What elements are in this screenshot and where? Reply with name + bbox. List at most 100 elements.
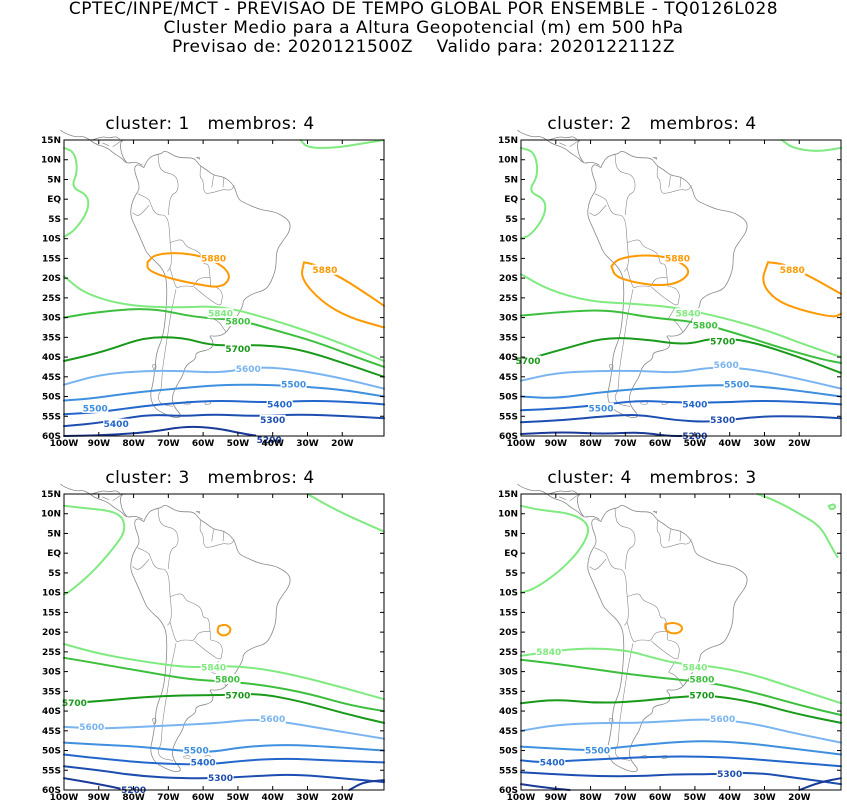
lon-label: 50W [227,439,250,449]
contour-line [780,139,842,152]
contour-label: 5880 [201,254,226,264]
lat-label: 5N [47,530,61,540]
lon-label: 100W [50,793,79,803]
contour-line [520,384,842,399]
geopotential-contours [520,493,842,791]
country-border [679,530,682,542]
lat-label: 45S [42,727,61,737]
contour-label: 5500 [588,404,613,414]
island [151,718,157,725]
country-border [222,530,225,542]
header-title: CPTEC/INPE/MCT - PREVISAO DE TEMPO GLOBA… [68,0,779,19]
country-border [594,193,629,272]
country-border [626,268,668,289]
contour-line [520,273,842,359]
country-border [614,289,634,407]
map-frame [520,493,842,791]
country-border [170,239,212,287]
country-border [594,547,629,626]
contour-labels: 5880 5880 5840 5800 5700 5700 5600 5500 5500 5400… [515,252,806,442]
country-border [102,496,110,501]
contour-line [63,336,385,378]
lon-label: 60W [192,439,215,449]
contour-label: 5800 [693,322,718,332]
lon-label: 90W [545,439,568,449]
lat-label: 15N [41,136,61,146]
contour-label: 5840 [536,648,561,658]
contour-label: 5400 [682,400,707,410]
contour-label: 5300 [710,416,735,426]
lon-label: 60W [649,439,672,449]
island [652,156,658,160]
lon-label: 70W [614,439,637,449]
contour-label-bg [214,674,241,684]
contour-label: 5800 [225,318,250,328]
map-cluster-4: 5840 5840 5800 5700 5600 5500 5400 5300 15N 10N 5N… [498,483,842,803]
lat-label: 40S [42,353,61,363]
lat-label: 5S [505,215,518,225]
contour-line [520,718,842,744]
contour-label-bg [183,745,210,755]
coastline [91,136,120,141]
contour-label: 5500 [724,381,749,391]
contour-line [63,366,385,390]
country-border [668,529,671,542]
country-border [627,593,669,641]
contour-line [348,779,385,791]
lon-label: 70W [157,793,180,803]
lat-label: 20S [499,274,518,284]
contour-line [63,777,128,791]
lat-label: 40S [499,707,518,717]
contour-label-bg [713,359,740,370]
lat-label: 25S [42,648,61,658]
country-border [132,558,150,570]
contour-label: 5300 [260,416,285,426]
lon-label: 30W [296,793,319,803]
contour-line [63,308,385,368]
lat-label: 10S [42,589,61,599]
contour-label-bg [709,335,736,346]
geopotential-contours [63,493,385,791]
contour-line [63,413,385,428]
map-panel-cluster-3: cluster: 3 membros: 4 5840 5800 5700 5700 56… [0,464,420,803]
contour-line [520,771,842,786]
lat-label: 10N [498,510,518,520]
contour-label-bg [688,674,715,684]
coastline [587,505,748,772]
lat-label: 5S [48,215,61,225]
contour-line [63,504,126,596]
country-border [170,593,212,641]
contour-label: 5600 [710,715,735,725]
contour-label: 5600 [260,715,285,725]
contour-line [301,261,385,329]
coastline [60,129,143,166]
lat-label: 60S [42,786,61,796]
country-border [102,142,110,147]
country-border [627,239,669,287]
lon-label: 80W [579,439,602,449]
contour-label: 5840 [201,664,226,674]
lat-label: 5S [48,569,61,579]
lat-label: 30S [499,314,518,324]
lat-label: 35S [499,333,518,343]
contour-label: 5200 [682,432,707,442]
lon-label: 100W [507,439,536,449]
country-border [157,643,177,761]
contour-line [299,139,385,149]
country-border [132,204,150,216]
contour-label: 5600 [236,365,261,375]
contour-line [520,647,842,705]
axis-ticks: 15N10N5NEQ5S10S15S20S25S30S35S40S45S50S5… [498,136,841,449]
lat-label: 45S [499,727,518,737]
contour-label-bg [588,402,614,413]
country-border [157,507,179,570]
country-border [199,165,235,194]
country-border [668,175,671,188]
contour-label-bg [200,252,227,263]
contour-line [63,146,90,238]
contour-label-bg [675,308,701,319]
contour-line [520,414,842,424]
lat-label: 60S [499,786,518,796]
contour-label-bg [688,689,715,700]
